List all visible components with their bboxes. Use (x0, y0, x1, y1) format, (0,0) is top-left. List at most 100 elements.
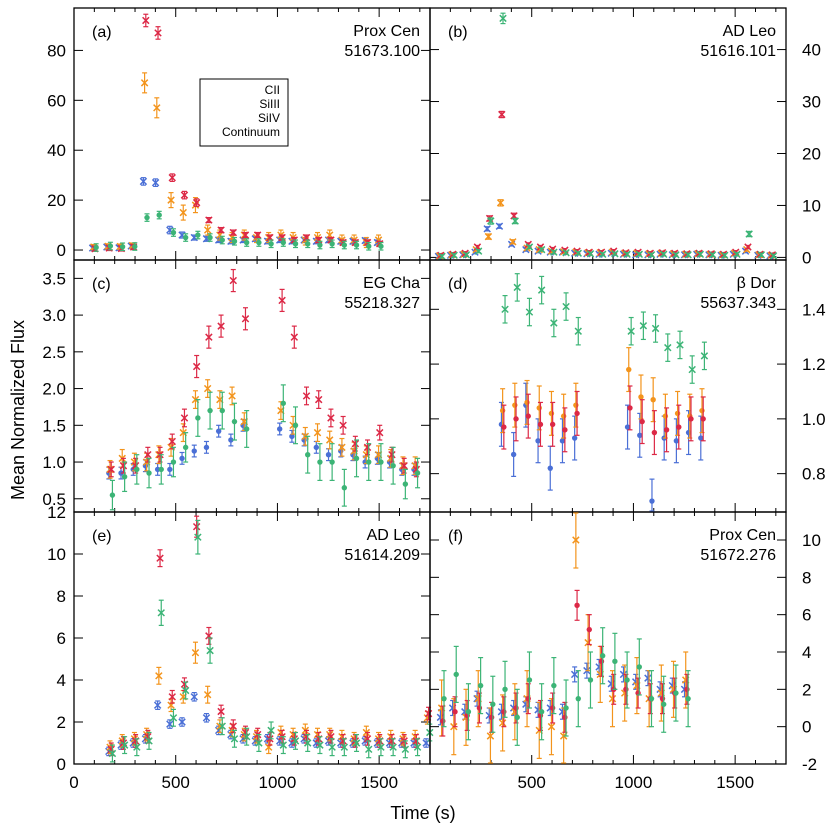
series-continuum (438, 12, 778, 261)
data-point (440, 718, 446, 724)
data-point (313, 428, 322, 437)
data-point (511, 217, 519, 225)
data-point (401, 745, 410, 754)
data-point (132, 243, 138, 250)
data-point (182, 234, 189, 241)
y-tick-label: 60 (47, 91, 66, 110)
data-point (498, 110, 506, 119)
data-point (586, 250, 595, 258)
y-tick-label: 8 (57, 587, 66, 606)
y-tick-label: 6 (57, 629, 66, 648)
data-point (255, 739, 263, 747)
data-point (476, 705, 483, 711)
data-point (562, 714, 568, 721)
data-point (537, 286, 546, 294)
data-point (525, 695, 531, 702)
data-point (733, 250, 741, 259)
data-point (611, 250, 619, 258)
data-point (684, 251, 692, 259)
data-point (167, 466, 173, 473)
data-point (168, 173, 176, 182)
data-point (205, 216, 213, 224)
data-point (206, 646, 214, 655)
x-tick-label: 500 (518, 773, 546, 792)
data-point (256, 239, 262, 246)
data-point (659, 250, 668, 259)
y-tick-label: 0.5 (42, 490, 66, 509)
data-point (167, 196, 175, 204)
series-siiii (106, 379, 419, 479)
data-point (402, 481, 409, 487)
data-point (525, 243, 534, 251)
y-tick-label: 1.2 (802, 355, 826, 374)
data-point (278, 296, 286, 305)
legend-item-siiii: SiIII (259, 97, 280, 111)
data-point (191, 648, 200, 657)
data-point (352, 739, 361, 747)
data-point (438, 252, 446, 261)
data-point (180, 414, 189, 422)
data-point (170, 229, 177, 236)
data-point (170, 459, 177, 465)
series-continuum (108, 519, 434, 763)
data-point (624, 677, 630, 683)
x-tick-label: 1500 (360, 773, 398, 792)
data-point (537, 421, 544, 428)
data-point (153, 701, 162, 709)
data-point (241, 231, 250, 239)
data-point (267, 726, 275, 735)
data-point (635, 250, 644, 259)
data-point (452, 709, 458, 715)
data-point (639, 418, 645, 425)
data-point (203, 690, 212, 699)
data-point (626, 366, 632, 373)
x-tick-label: 1000 (259, 773, 297, 792)
data-point (327, 414, 335, 422)
data-point (509, 238, 517, 246)
data-point (229, 276, 238, 285)
data-point (292, 241, 299, 247)
legend-item-siiv: SiIV (258, 111, 280, 125)
data-point (548, 410, 555, 417)
data-point (192, 362, 201, 371)
data-point (651, 429, 658, 436)
data-point (450, 251, 458, 260)
data-point (688, 416, 694, 422)
data-point (574, 249, 582, 257)
data-point (242, 732, 251, 741)
data-point (241, 728, 250, 737)
data-point (659, 695, 666, 702)
data-point (153, 104, 161, 112)
y-tick-label: 0 (57, 241, 66, 260)
y-tick-label: 10 (802, 196, 821, 215)
data-point (146, 470, 152, 476)
x-axis-label: Time (s) (390, 803, 455, 823)
data-point (627, 405, 633, 411)
data-point (217, 322, 225, 330)
y-tick-label: 6 (802, 606, 811, 625)
data-point (119, 244, 126, 250)
data-point (241, 315, 250, 323)
data-point (389, 743, 397, 751)
data-point (495, 222, 504, 230)
series-continuum (109, 384, 421, 511)
data-point (563, 705, 569, 711)
star-name: EG Cha (363, 275, 420, 292)
panel-label: (d) (448, 276, 468, 293)
data-point (651, 324, 660, 333)
data-point (487, 217, 495, 225)
y-tick-label: 20 (47, 191, 66, 210)
observation-id: 51672.276 (700, 547, 776, 564)
data-point (575, 695, 581, 702)
data-point (365, 745, 373, 754)
data-point (663, 427, 670, 433)
data-point (501, 424, 507, 430)
y-tick-label: 0 (802, 718, 811, 737)
data-point (219, 237, 225, 243)
data-point (144, 732, 152, 741)
data-point (340, 743, 349, 751)
data-point (623, 686, 629, 693)
data-point (676, 341, 684, 349)
panel-6: 500 1000 1500 -2 0 2 4 6 8 10 (f) Prox Cen 51672.276 (429, 511, 821, 792)
data-point (93, 244, 99, 251)
